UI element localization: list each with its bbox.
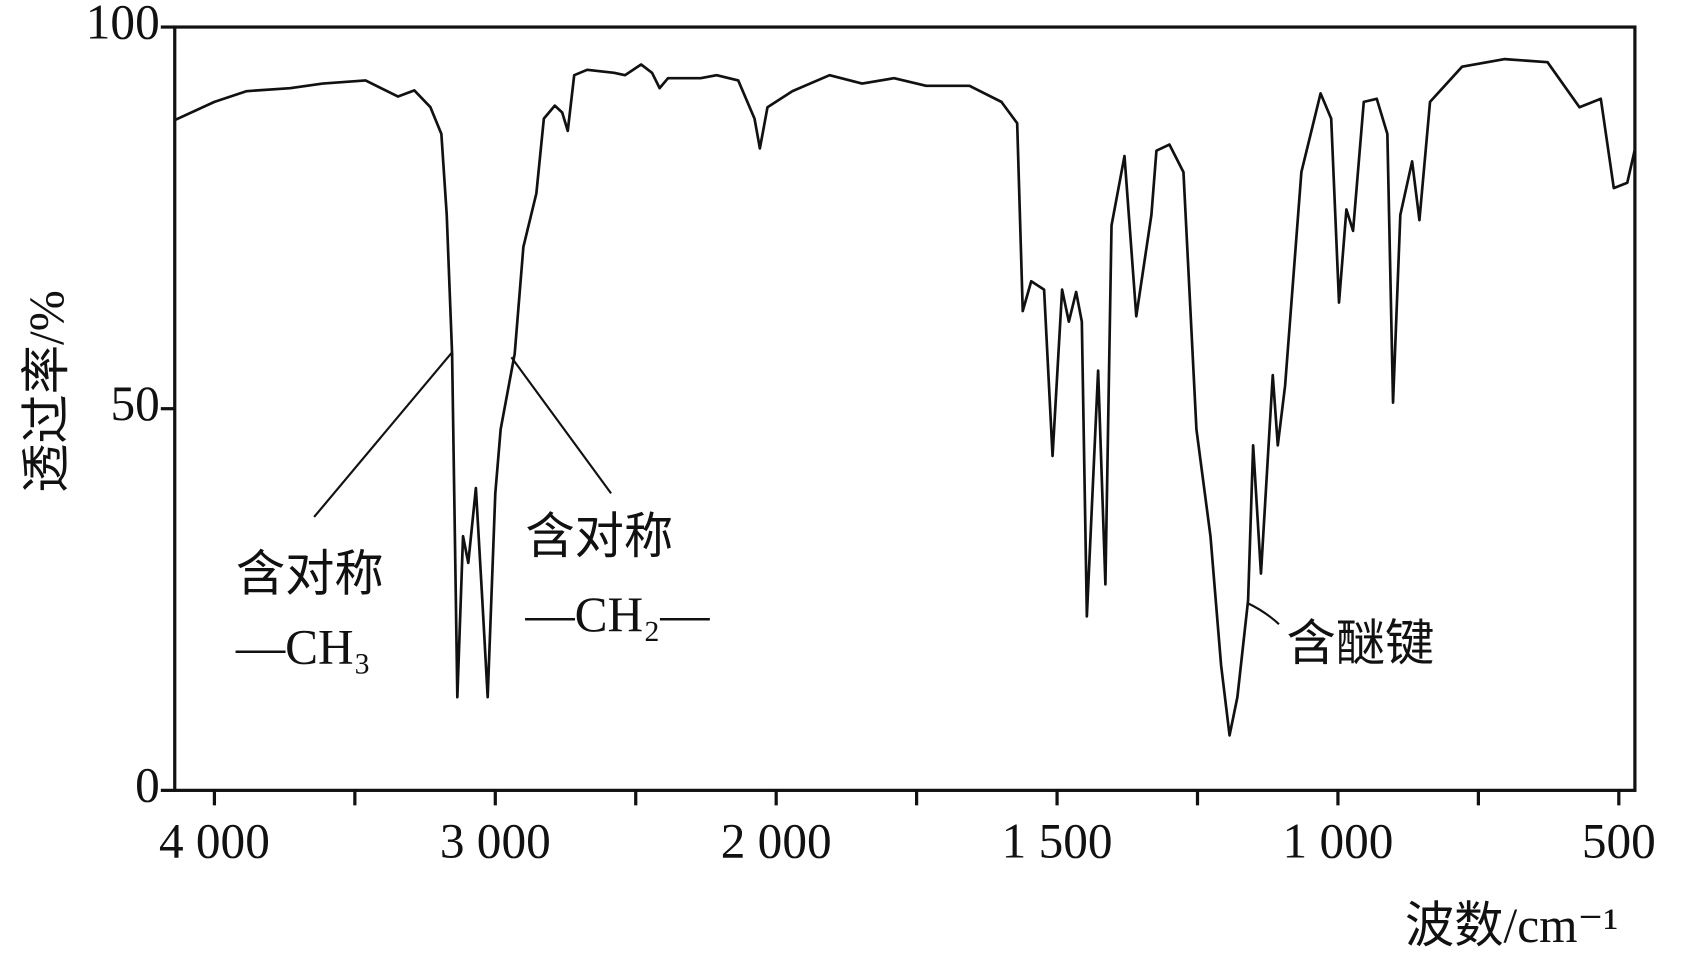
- y-axis-label: 透过率/%: [19, 290, 74, 493]
- y-tick-label: 0: [135, 758, 160, 813]
- annotation: 含对称: [236, 546, 384, 601]
- plot-frame: [173, 25, 1637, 792]
- pointer-line: [313, 351, 454, 518]
- annotation: 含醚键: [1286, 616, 1434, 671]
- pointer-line: [510, 356, 612, 495]
- x-tick-label: 4 000: [159, 813, 270, 868]
- annotation: 含对称: [525, 509, 673, 564]
- x-tick-label: 1 500: [1002, 813, 1113, 868]
- x-tick-label: 2 000: [721, 813, 832, 868]
- y-tick-label: 50: [110, 376, 159, 431]
- y-tick-label: 100: [86, 0, 160, 49]
- pointer-line: [1246, 601, 1280, 625]
- x-tick-label: 500: [1582, 813, 1656, 868]
- annotation: —CH₂—: [524, 587, 710, 642]
- x-axis-label: 波数/cm⁻¹: [1405, 898, 1618, 953]
- spectrum-line: [173, 57, 1636, 737]
- x-tick-label: 1 000: [1282, 813, 1393, 868]
- x-tick-label: 3 000: [440, 813, 551, 868]
- annotation: —CH₃: [235, 619, 371, 674]
